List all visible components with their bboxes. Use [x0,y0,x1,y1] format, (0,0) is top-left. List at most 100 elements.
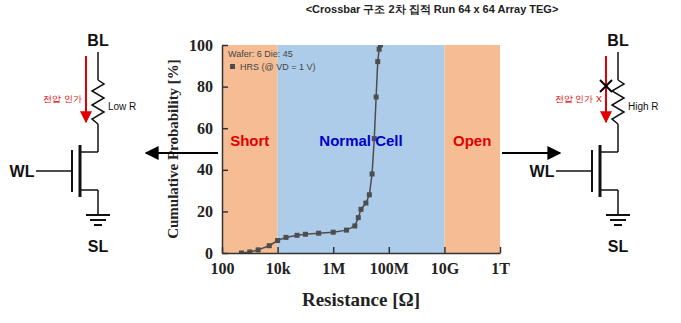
marker [374,95,379,100]
region [278,45,445,253]
x-tick: 100M [370,247,409,277]
schematic: BL High R WL SL 전압 인가 X [530,32,659,255]
wire [36,170,72,172]
x-tick-label: 100M [370,260,409,277]
region-label: Open [453,132,491,149]
resistor [612,80,624,124]
wire [600,189,618,191]
x-tick: 1T [491,247,510,277]
y-tick-label: 40 [197,161,213,178]
y-tick: 40 [197,161,228,178]
region [444,45,500,253]
resistor-label: High R [628,101,659,112]
x-axis-title: Resistance [Ω] [302,289,420,310]
pointer-arrow [146,152,218,154]
region [222,45,278,253]
x-tick-label: 10k [266,260,291,277]
x-axis-line [223,253,501,255]
pointer-arrow [502,152,560,154]
x-tick-label: 10G [431,260,460,277]
wl-label: WL [10,163,35,180]
wire [79,145,82,197]
marker [375,59,380,64]
region-label: Short [230,132,269,149]
wire [80,151,98,153]
bl-label: BL [87,32,109,49]
resistor [92,80,104,124]
y-axis: 0 20 40 60 80 100 [189,37,228,262]
sl-label: SL [88,238,109,255]
x-tick-mark [277,247,279,253]
plot-area [222,45,500,253]
marker [363,201,368,206]
y-tick-mark [222,45,228,47]
y-tick: 100 [189,37,228,54]
y-tick-label: 60 [197,120,213,137]
y-tick-mark [222,170,228,172]
wire [94,224,102,226]
marker [316,231,321,236]
marker [331,230,336,235]
marker [239,251,244,254]
legend-swatch [230,64,235,69]
x-tick: 10G [431,247,460,277]
wire [556,170,592,172]
wire [80,189,98,191]
y-tick-mark [222,253,228,255]
y-tick: 20 [197,203,228,220]
series-line [241,45,380,253]
voltage-arrow [605,56,607,122]
marker [267,243,272,248]
wire [617,52,619,80]
marker [370,171,375,176]
wire [610,219,626,221]
wire [97,190,99,215]
marker [367,192,372,197]
marker [303,232,308,237]
voltage-arrow [85,56,87,122]
block-cross [600,80,612,92]
wire [600,151,618,153]
marker [283,235,288,240]
marker [295,233,300,238]
marker [275,238,280,243]
wire [617,190,619,215]
x-tick-mark [500,247,502,253]
legend-subtitle: Wafer: 6 Die: 45 [228,49,293,59]
wire [606,214,630,216]
block-cross [600,80,612,92]
marker [256,247,261,252]
voltage-label: 전압 인가 [43,94,82,104]
marker [352,223,357,228]
marker [344,228,349,233]
y-tick: 0 [205,245,228,262]
wire [90,219,106,221]
wire [97,124,99,152]
y-tick-label: 0 [205,245,213,262]
y-tick: 80 [197,78,228,95]
schematic: BL Low R WL SL 전압 인가 [10,32,137,255]
wire [599,145,602,197]
chart-root: <Crossbar 구조 2차 집적 Run 64 x 64 Array TEG… [0,0,681,323]
title: <Crossbar 구조 2차 집적 Run 64 x 64 Array TEG… [306,3,559,15]
x-tick-label: 1M [322,260,345,277]
sl-label: SL [608,238,629,255]
y-tick-label: 20 [197,203,213,220]
y-tick-mark [222,86,228,88]
resistor-label: Low R [108,101,136,112]
x-tick-label: 1T [491,260,510,277]
wire [617,124,619,152]
voltage-label: 전압 인가 X [555,94,602,104]
wire [86,214,110,216]
marker [247,249,252,253]
bl-label: BL [607,32,629,49]
wire [97,52,99,80]
marker [359,207,364,212]
x-tick: 1M [322,247,345,277]
wl-label: WL [530,163,555,180]
x-tick-mark [389,247,391,253]
x-tick: 10k [266,247,291,277]
x-tick-mark [444,247,446,253]
x-tick-mark [333,247,335,253]
y-axis-line [222,46,224,254]
